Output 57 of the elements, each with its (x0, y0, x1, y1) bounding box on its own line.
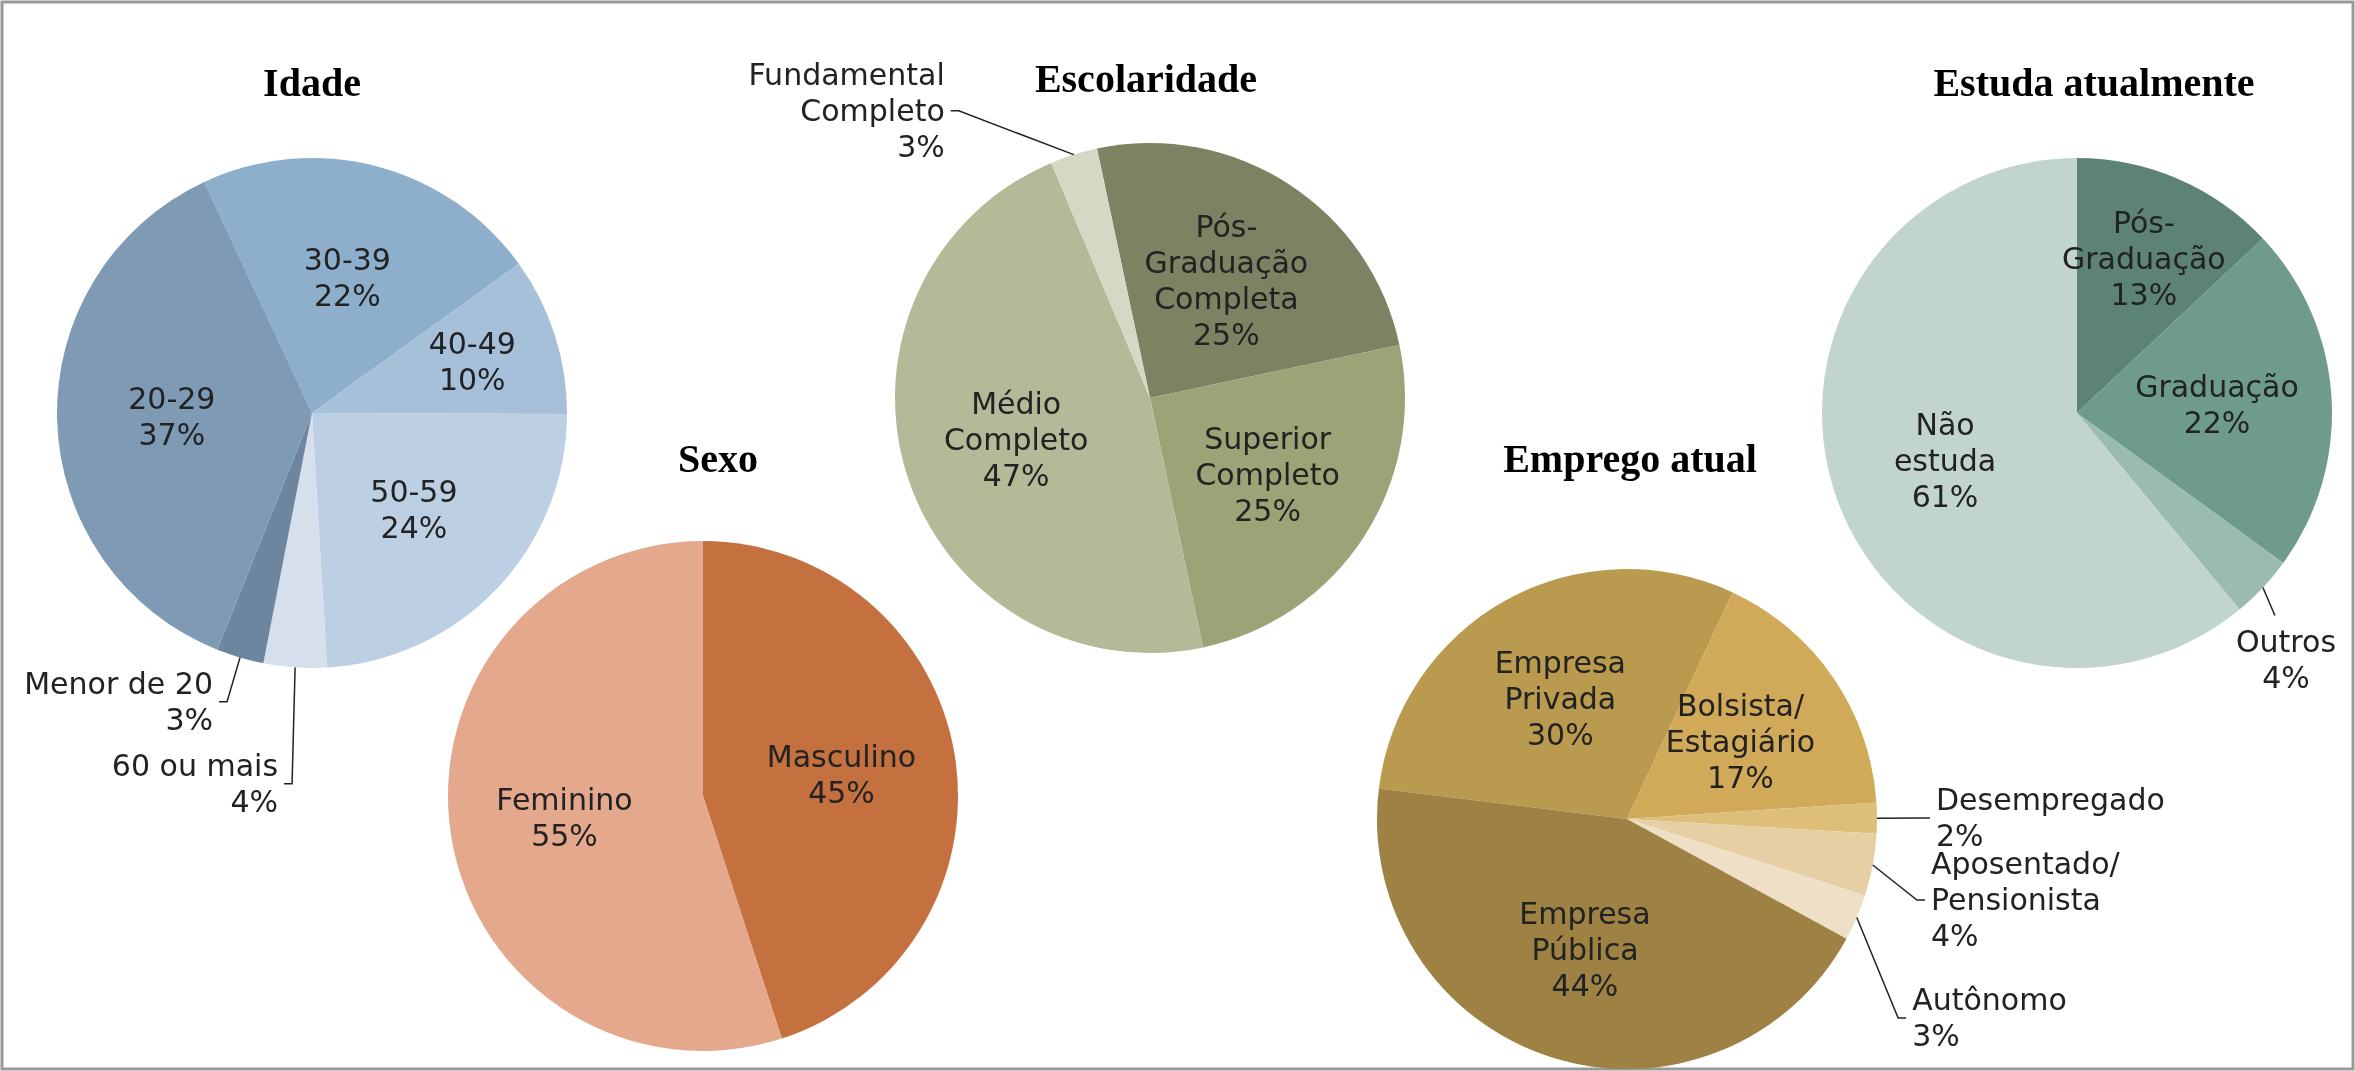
slice-label: Empresa Privada (1494, 645, 1627, 717)
slice-label: 40-49 (428, 326, 516, 362)
chart-title: Idade (263, 60, 361, 105)
slice-label: Menor de 20 (24, 666, 214, 702)
slice-label: Aposentado/ Pensionista (1930, 846, 2121, 918)
pie-slice (1377, 788, 1847, 1069)
slice-label: Masculino (766, 738, 917, 774)
slice-label: 30-39 (303, 241, 391, 277)
slice-label: Médio Completo (943, 386, 1089, 458)
pie-slice (217, 413, 312, 664)
data-label: 4% (1930, 918, 1979, 954)
slice-label: 20-29 (128, 381, 216, 417)
slice-label: Pós- Graduação Completa (1144, 208, 1309, 316)
data-label: 22% (2183, 404, 2251, 440)
slice-label: Desempregado (1936, 782, 2165, 818)
data-label: 44% (1551, 968, 1619, 1004)
chart-title: Estuda atualmente (1933, 60, 2255, 105)
data-label: 30% (1526, 717, 1594, 753)
data-label: 3% (1912, 1018, 1960, 1054)
data-label: 4% (230, 784, 279, 820)
pie-slice (1627, 592, 1877, 819)
slice-label: Superior Completo (1195, 420, 1340, 492)
slice-label: 60 ou mais (111, 748, 279, 784)
data-label: 45% (808, 774, 875, 810)
pie-slice (703, 541, 958, 1039)
pie-slice (1096, 143, 1400, 398)
slice-label: Graduação (2135, 368, 2299, 404)
data-label: 4% (2262, 660, 2310, 696)
data-label: 55% (531, 818, 598, 854)
data-label: 25% (1234, 492, 1301, 528)
slice-label: Empresa Pública (1519, 896, 1651, 968)
data-label: 10% (438, 362, 506, 398)
chart-title: Emprego atual (1503, 436, 1757, 481)
data-label: 3% (897, 129, 945, 165)
data-label: 22% (314, 277, 381, 313)
pie-slice (2077, 413, 2284, 610)
slice-label: Fundamental Completo (748, 57, 945, 129)
slice-label: Feminino (496, 782, 633, 818)
data-label: 47% (982, 458, 1050, 494)
data-label: 3% (165, 702, 214, 738)
slice-label: Autônomo (1912, 982, 2067, 1018)
chart-title: Sexo (678, 436, 758, 481)
pie-slice (1627, 819, 1877, 896)
pie-slice (263, 413, 328, 668)
pie-slice (1150, 344, 1405, 648)
data-label: 25% (1193, 316, 1260, 352)
data-label: 37% (138, 417, 206, 453)
slice-label: Outros (2235, 624, 2337, 660)
pie-slice (312, 413, 567, 668)
data-label: 17% (1707, 759, 1774, 795)
slice-label: Bolsista/ Estagiário (1665, 687, 1816, 759)
data-label: 61% (1911, 479, 1979, 515)
data-label: 13% (2110, 277, 2178, 313)
chart-title: Escolaridade (1034, 56, 1258, 101)
slice-label: Não estuda (1893, 407, 1997, 479)
data-label: 24% (380, 509, 448, 545)
slice-label: 50-59 (370, 473, 458, 509)
